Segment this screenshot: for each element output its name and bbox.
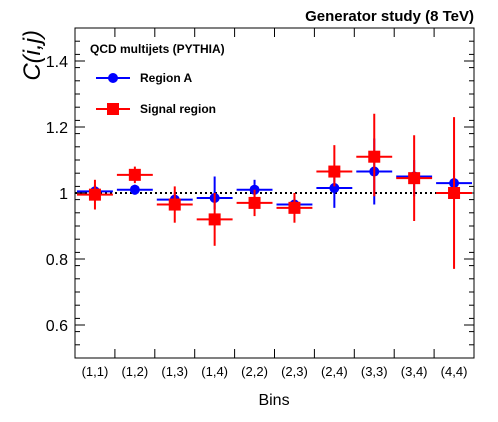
data-point bbox=[368, 150, 381, 163]
chart-annotation: QCD multijets (PYTHIA) bbox=[90, 42, 225, 56]
x-tick-label: (1,3) bbox=[161, 364, 188, 379]
data-point bbox=[448, 187, 461, 199]
x-tick-label: (2,2) bbox=[241, 364, 268, 379]
data-point bbox=[168, 198, 181, 211]
series-signal-region bbox=[77, 113, 472, 269]
axis-labels: 0.6 0.8 1 1.2 1.4 (1,1) (1,2) (1,3) (1,4) (2,2) (2… bbox=[46, 54, 468, 379]
data-point bbox=[328, 165, 341, 178]
x-tick-label: (2,4) bbox=[321, 364, 348, 379]
legend-region-a-marker bbox=[108, 73, 118, 83]
x-axis-label: Bins bbox=[258, 392, 289, 409]
data-point bbox=[329, 183, 340, 194]
data-point bbox=[129, 184, 140, 195]
data-point bbox=[288, 201, 301, 214]
legend-region-a-label: Region A bbox=[140, 71, 193, 85]
axis-ticks bbox=[74, 27, 475, 359]
series-group bbox=[77, 113, 472, 269]
y-tick-label: 1 bbox=[59, 186, 68, 203]
x-tick-label: (1,2) bbox=[121, 364, 148, 379]
x-tick-label: (3,3) bbox=[361, 364, 388, 379]
y-tick-label: 1.4 bbox=[46, 54, 68, 71]
legend-item-region-a: Region A bbox=[96, 71, 193, 85]
y-tick-label: 0.6 bbox=[46, 318, 68, 335]
x-tick-label: (1,1) bbox=[82, 364, 109, 379]
data-point bbox=[208, 213, 221, 226]
legend-signal-region-marker bbox=[107, 103, 119, 115]
data-point bbox=[128, 168, 141, 181]
x-tick-label: (2,3) bbox=[281, 364, 308, 379]
x-tick-label: (3,4) bbox=[401, 364, 428, 379]
data-point bbox=[88, 188, 101, 201]
chart-title: Generator study (8 TeV) bbox=[305, 8, 474, 25]
data-point bbox=[408, 172, 421, 185]
legend: Region A Signal region bbox=[96, 71, 216, 116]
legend-signal-region-label: Signal region bbox=[140, 102, 216, 116]
y-tick-label: 1.2 bbox=[46, 120, 68, 137]
y-tick-label: 0.8 bbox=[46, 252, 68, 269]
y-axis-label: C(i,j) bbox=[19, 30, 46, 81]
x-tick-label: (4,4) bbox=[441, 364, 468, 379]
legend-item-signal-region: Signal region bbox=[96, 102, 216, 116]
x-tick-label: (1,4) bbox=[201, 364, 228, 379]
data-point bbox=[248, 196, 261, 209]
